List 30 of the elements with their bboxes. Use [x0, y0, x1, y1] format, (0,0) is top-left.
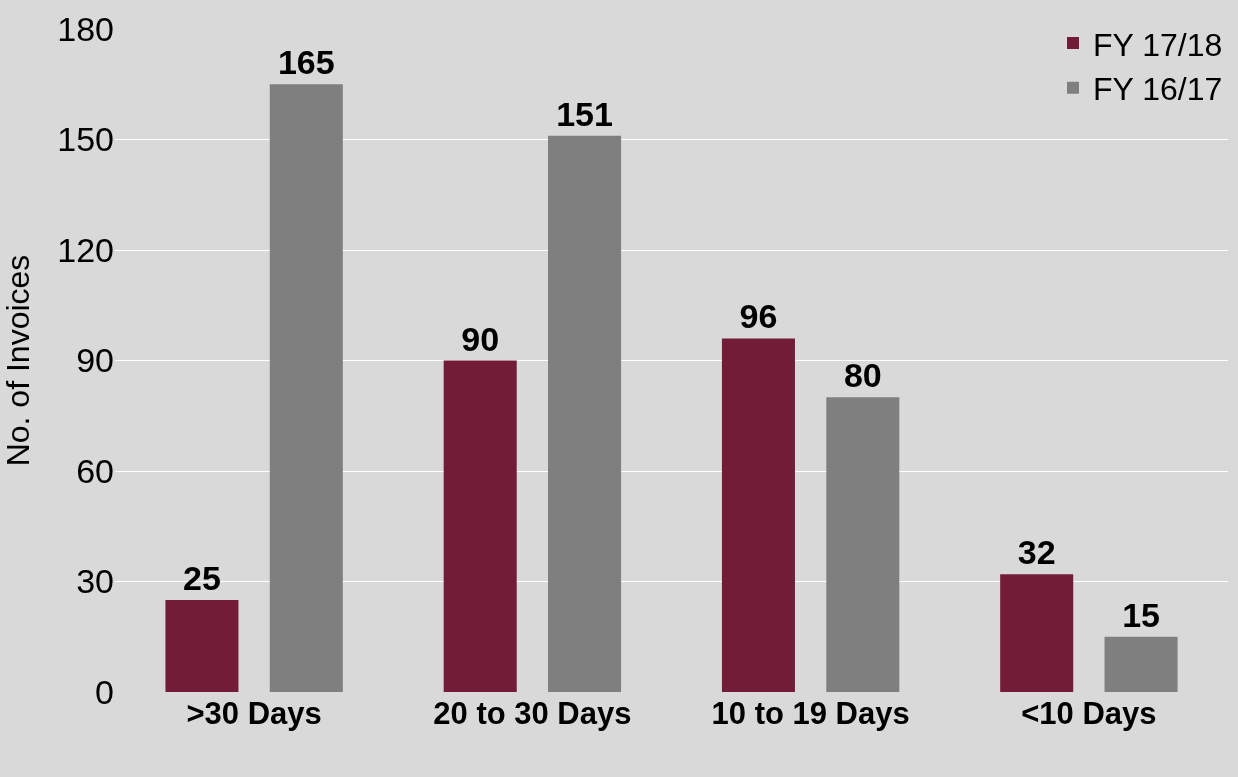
data-label: 32 — [1017, 533, 1056, 572]
data-label: 15 — [1122, 595, 1160, 634]
data-label: 80 — [843, 356, 882, 395]
y-tick-label: 150 — [57, 120, 114, 159]
y-tick-label: 180 — [57, 9, 114, 48]
x-tick-label: >30 Days — [186, 696, 322, 731]
data-label: 90 — [461, 319, 500, 358]
bar — [548, 135, 622, 692]
bar — [165, 599, 239, 692]
x-tick-label: 20 to 30 Days — [433, 696, 632, 731]
data-label: 151 — [556, 94, 613, 133]
x-tick-label: <10 Days — [1021, 696, 1157, 731]
data-label: 25 — [183, 558, 221, 597]
y-tick-label: 0 — [95, 672, 114, 711]
bar — [1000, 574, 1074, 692]
y-tick-label: 120 — [57, 230, 114, 269]
data-label: 165 — [277, 43, 335, 82]
x-tick-label: 10 to 19 Days — [711, 696, 910, 731]
y-tick-label: 90 — [76, 341, 114, 380]
legend-label: FY 16/17 — [1093, 71, 1223, 108]
data-label: 96 — [739, 297, 778, 336]
bar — [1104, 636, 1178, 692]
bar — [443, 360, 517, 692]
bar — [721, 338, 795, 692]
bar — [269, 84, 343, 692]
y-tick-label: 30 — [76, 562, 114, 601]
y-tick-label: 60 — [76, 451, 114, 490]
y-axis-title: No. of Invoices — [0, 254, 36, 467]
legend-label: FY 17/18 — [1093, 26, 1223, 63]
bar — [826, 397, 900, 692]
